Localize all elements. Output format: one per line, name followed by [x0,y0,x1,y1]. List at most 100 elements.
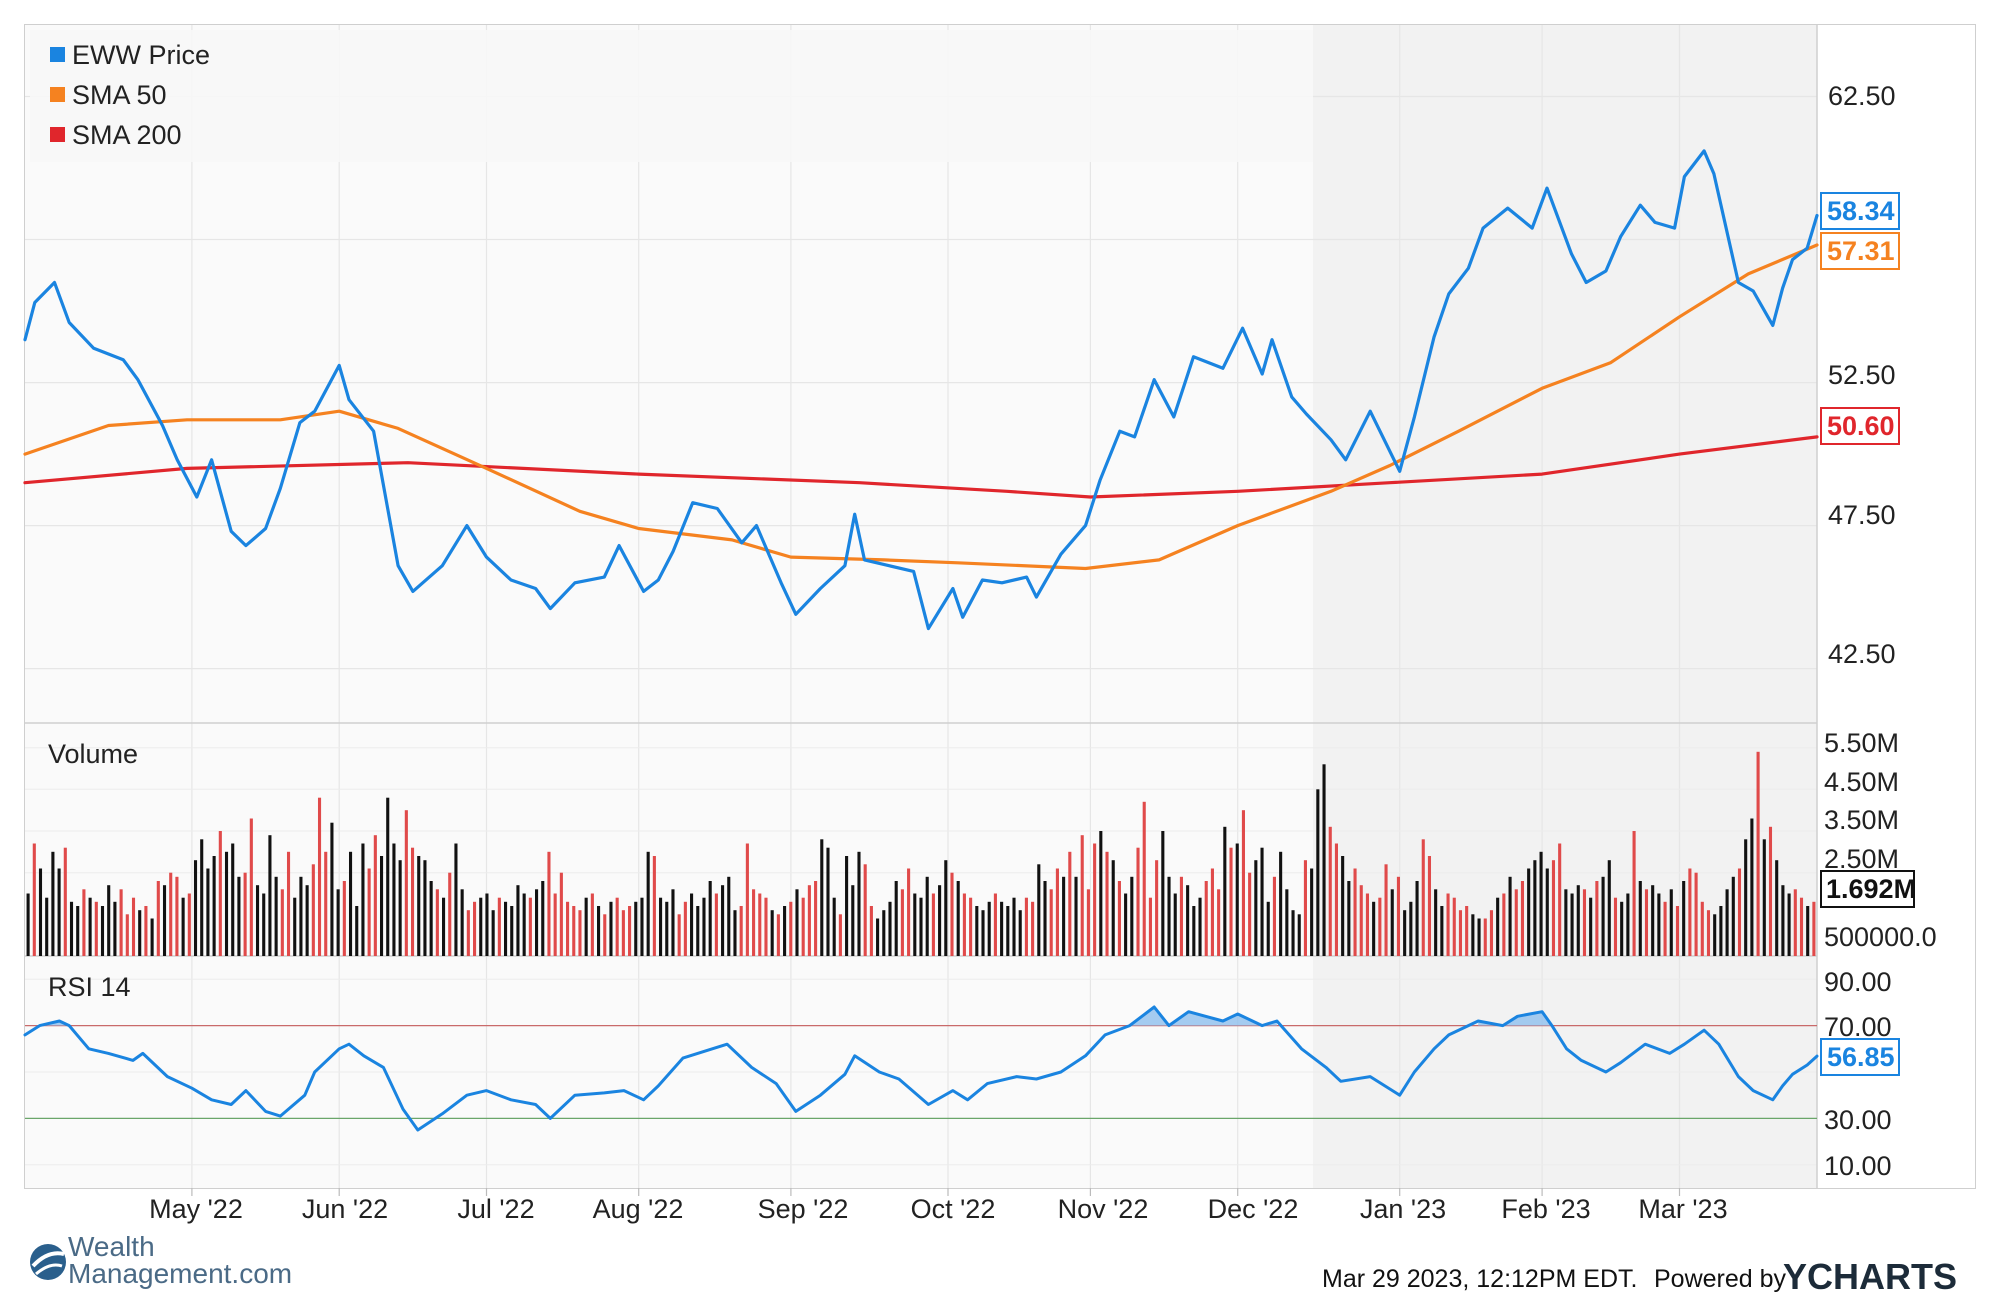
volume-bar [535,889,539,956]
volume-bar [1688,868,1692,956]
volume-bar [398,860,402,956]
volume-bar [566,901,570,956]
volume-bar [1533,860,1537,956]
volume-bar [1272,876,1276,956]
volume-bar [268,835,272,956]
volume-bar [218,831,222,956]
volume-bar [1229,847,1233,956]
volume-bar [615,897,619,956]
volume-bar [479,897,483,956]
price-panel-shade [1313,25,1817,723]
volume-bar [1266,901,1270,956]
x-axis: May '22 Jun '22 Jul '22 Aug '22 Sep '22 … [149,1194,1727,1224]
volume-bar [348,851,353,956]
volume-bar [1297,914,1301,956]
x-tick-label: Nov '22 [1058,1194,1149,1224]
sma200-last-value: 50.60 [1827,411,1895,441]
sma200-last-value-badge: 50.60 [1820,407,1900,445]
volume-bar [1570,893,1574,956]
x-tick-label: May '22 [149,1194,243,1224]
volume-bar [1558,843,1562,956]
volume-bar [162,885,167,956]
volume-bar [206,868,210,956]
volume-bar [1440,906,1444,956]
volume-bar [1049,889,1053,956]
volume-bar [1260,847,1264,956]
volume-bar [1657,893,1661,956]
volume-bar [1725,889,1729,956]
volume-bar [851,885,855,956]
volume-bar [1434,889,1438,956]
volume-bar [1099,831,1103,956]
volume-bar [683,901,687,956]
volume-bar [1595,881,1599,956]
volume-bar [100,906,105,956]
volume-bar [113,901,117,956]
volume-bar [1310,868,1314,956]
volume-bar [1179,876,1183,956]
volume-bar [1421,839,1425,956]
x-tick-label: Oct '22 [911,1194,996,1224]
sma50-line [23,243,1819,571]
volume-bar [752,889,756,956]
volume-bar [1781,885,1785,956]
volume-bar [1403,910,1407,956]
volume-bar [1607,860,1611,956]
price-line [23,149,1819,631]
volume-bar [721,885,725,956]
volume-bar [634,901,638,956]
volume-bar [460,889,464,956]
volume-bar [448,872,452,956]
volume-bar [169,872,173,956]
volume-bar [119,889,123,956]
volume-bar [324,851,328,956]
volume-bar [541,881,545,956]
rsi-y-tick: 90.00 [1824,967,1892,997]
volume-bar [913,893,917,956]
volume-bar [107,885,111,956]
volume-bar [311,864,315,956]
volume-bar [435,889,439,956]
volume-bar [857,851,861,956]
volume-bar [1527,868,1531,956]
price-y-tick: 42.50 [1828,639,1896,669]
volume-bar [869,906,873,956]
volume-bar [1465,906,1469,956]
volume-bar [764,897,768,956]
volume-bar [1737,868,1742,956]
volume-bar [1514,889,1518,956]
volume-bar [807,885,811,956]
volume-panel-title: Volume [48,739,138,769]
volume-bar [1775,860,1779,956]
volume-bar [671,889,675,956]
volume-bar [1372,901,1376,956]
volume-bar [1024,897,1028,956]
volume-bar [900,889,904,956]
volume-bar [708,881,712,956]
volume-bar [1483,918,1487,956]
volume-bar [1582,889,1587,956]
volume-bar [1564,889,1568,956]
volume-bar [1812,901,1816,956]
volume-bar [1248,872,1252,956]
volume-bar [969,897,973,956]
volume-bar [931,893,935,956]
volume-bar [1142,801,1146,956]
volume-bar [1520,881,1525,956]
volume-bar [1502,893,1506,956]
volume-bar [789,901,793,956]
volume-bar [255,885,260,956]
volume-bar [1669,889,1673,956]
volume-bar [628,906,632,956]
volume-bar [640,897,644,956]
volume-bar [1539,851,1543,956]
volume-bar [1415,881,1419,956]
volume-bar [274,876,278,956]
volume-bar [1347,881,1351,956]
volume-bar [863,864,867,956]
volume-bar [317,797,322,956]
volume-bar [1353,868,1357,956]
volume-bar [1799,897,1804,956]
